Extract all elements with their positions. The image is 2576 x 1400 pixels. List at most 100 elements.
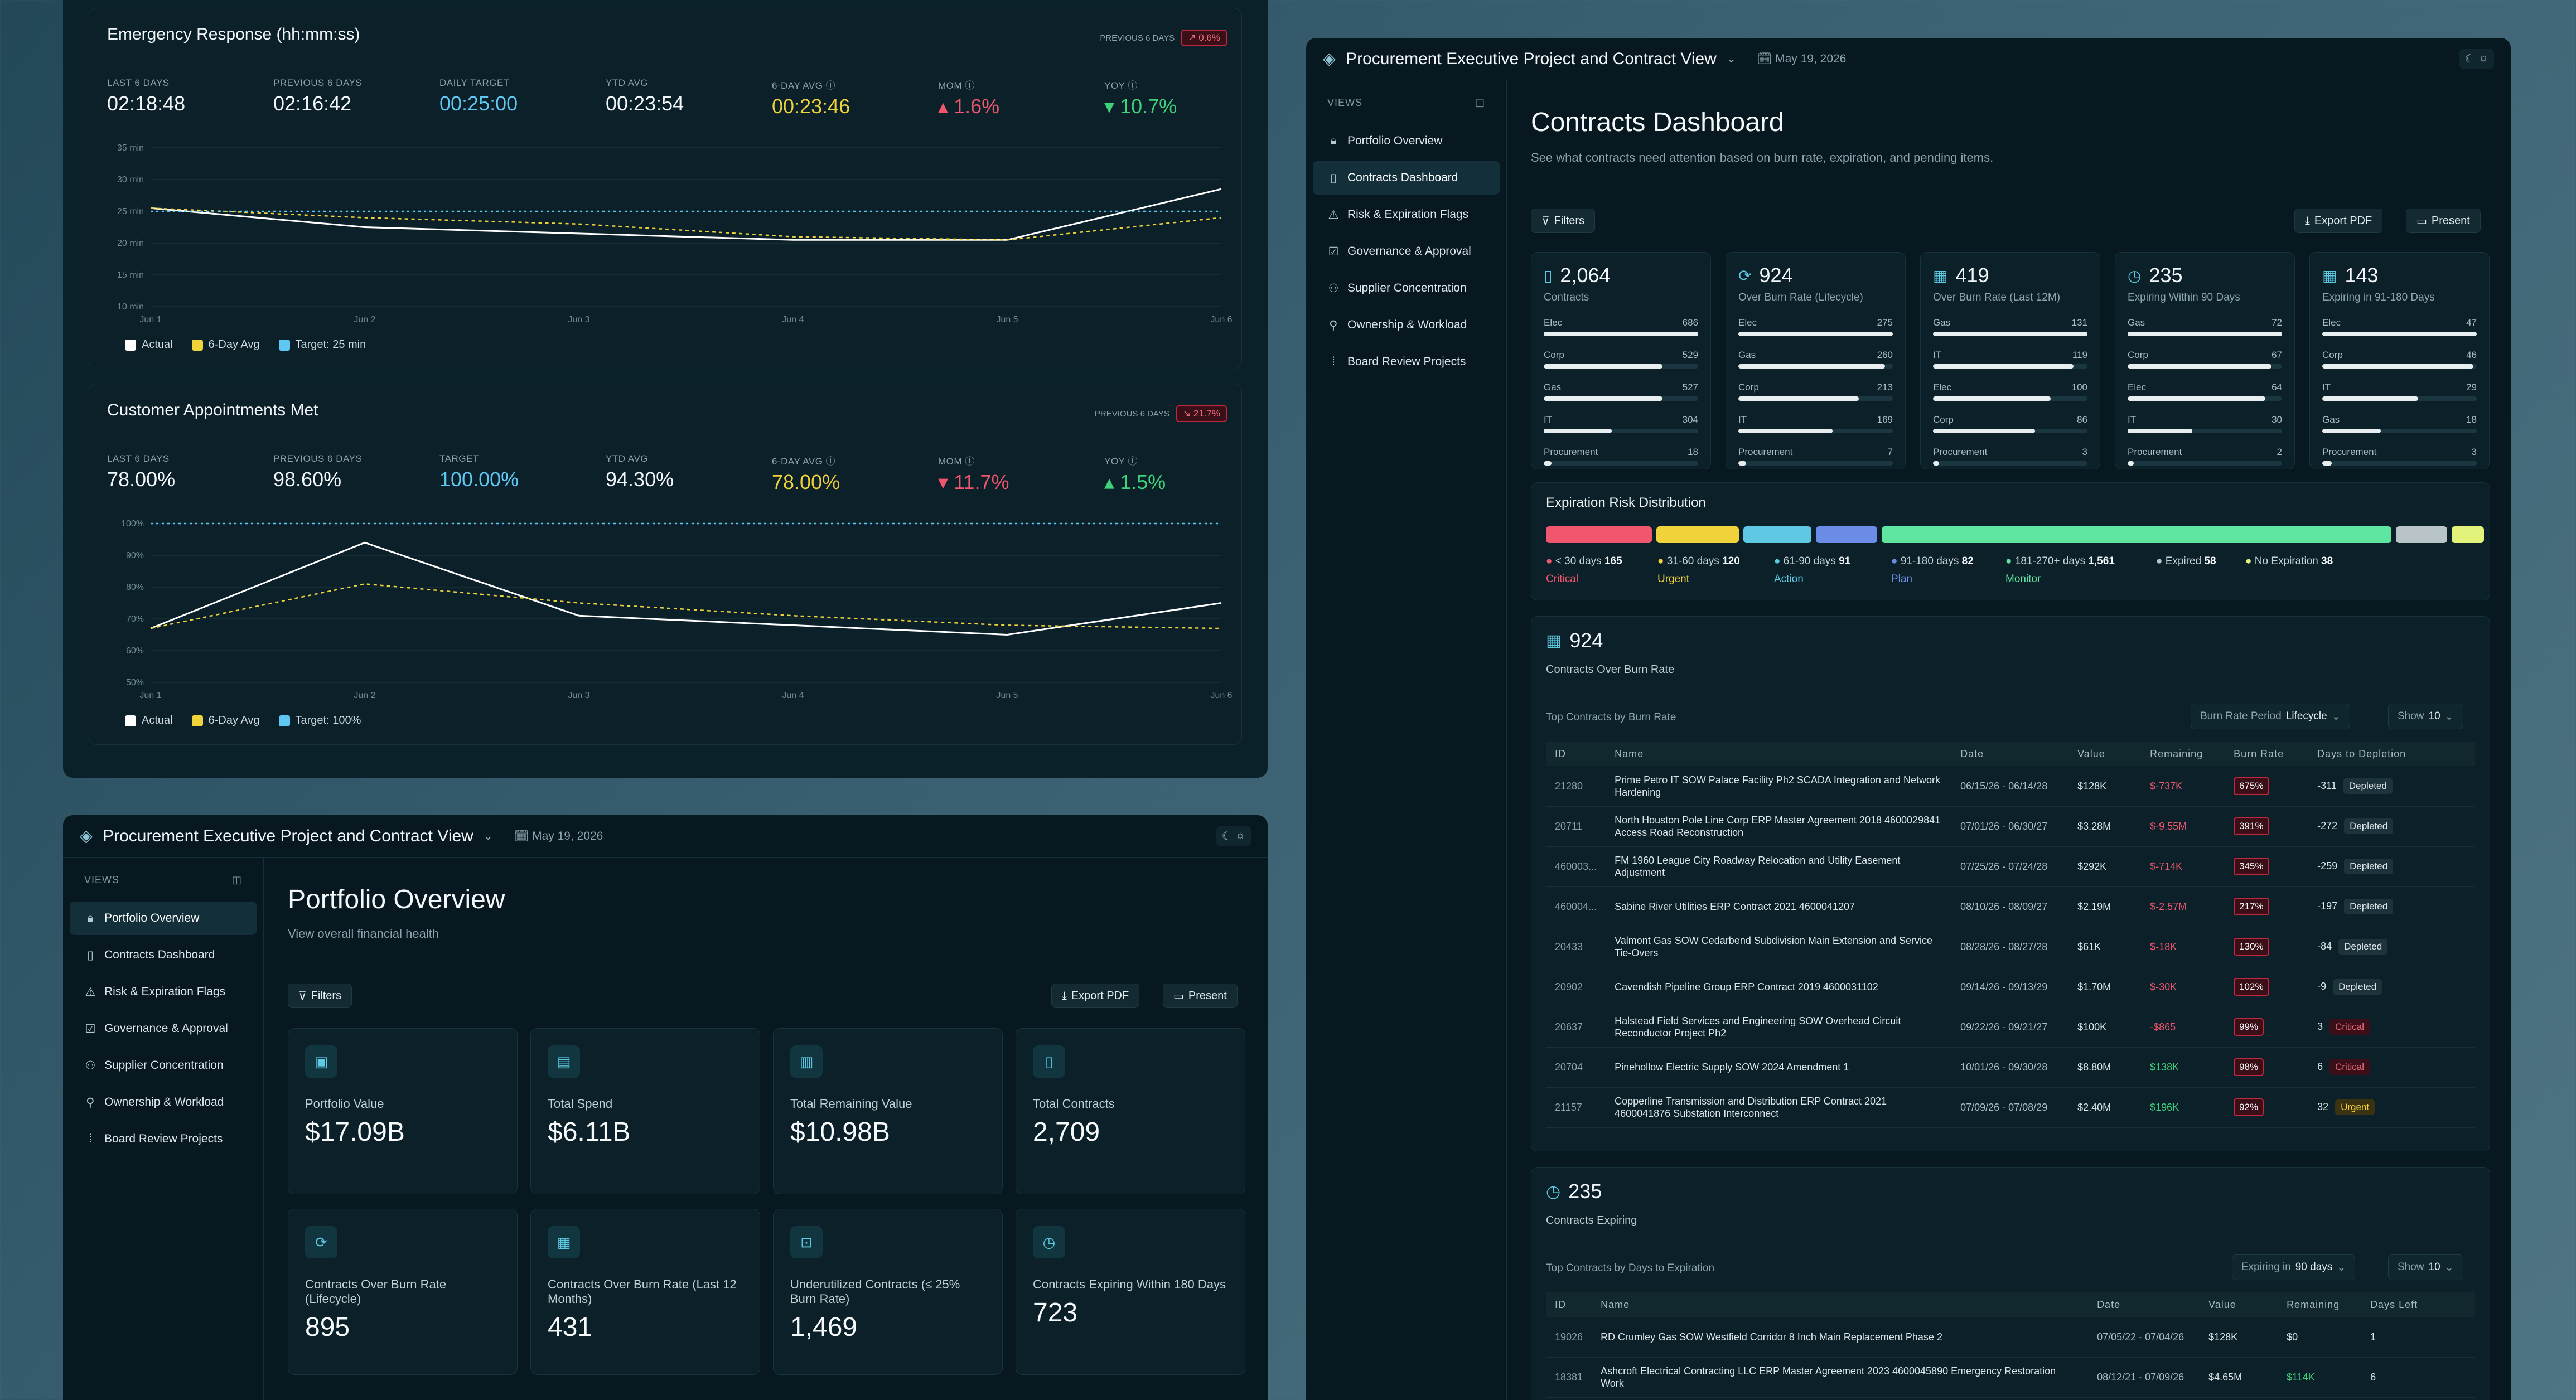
sun-icon[interactable]: ☼ [2478, 52, 2488, 64]
sidebar-item-ownership-workload[interactable]: ⚲ Ownership & Workload [70, 1086, 257, 1119]
sidebar-item-supplier-concentration[interactable]: ⚇ Supplier Concentration [1328, 282, 1467, 295]
risk-segment[interactable] [2452, 526, 2484, 543]
section-subtitle: Contracts Expiring [1546, 1214, 1637, 1227]
theme-toggle[interactable]: ☾ ☼ [2459, 49, 2494, 69]
column-header[interactable]: Burn Rate [2225, 742, 2309, 766]
export-pdf-button[interactable]: ⤓ Export PDF [1051, 984, 1140, 1008]
column-header[interactable]: Date [2088, 1292, 2200, 1317]
lock-icon: 🔒︎ [1330, 134, 1337, 147]
calendar-icon: ▦ [2322, 267, 2337, 284]
column-header[interactable]: Name [1592, 1292, 2089, 1317]
stat-card: ▯ 2,064 Contracts Elec 686 Corp 529 Gas 527 IT 304… [1531, 252, 1711, 469]
theme-toggle[interactable]: ☾ ☼ [1216, 826, 1251, 846]
risk-segment[interactable] [1656, 526, 1739, 543]
sidebar-toggle-icon[interactable]: ◫ [231, 874, 242, 885]
sun-icon[interactable]: ☼ [1235, 829, 1245, 841]
table-row[interactable]: 21157 Copperline Transmission and Distrib… [1546, 1087, 2475, 1128]
column-header[interactable]: ID [1546, 1292, 1592, 1317]
series-line[interactable] [150, 541, 1222, 636]
table-title: Top Contracts by Burn Rate [1546, 711, 1676, 723]
column-header[interactable]: Name [1606, 742, 1952, 766]
sidebar-item-governance-approval[interactable]: ☑ Governance & Approval [85, 1022, 228, 1035]
column-header[interactable]: Date [1951, 742, 2069, 766]
chevron-down-icon[interactable]: ⌄ [1726, 53, 1736, 65]
stat-bar: Corp 67 [2128, 350, 2282, 369]
moon-icon[interactable]: ☾ [2464, 53, 2475, 65]
chevron-down-icon: ⌄ [2444, 710, 2454, 723]
table-row[interactable]: 19026 RD Crumley Gas SOW Westfield Corrid… [1546, 1317, 2475, 1358]
x-tick-label: Jun 2 [354, 315, 375, 324]
users-icon: ⚇ [1328, 282, 1339, 295]
table-row[interactable]: 20704 Pinehollow Electric Supply SOW 2024… [1546, 1047, 2475, 1088]
sidebar-item-board-review-projects[interactable]: ⁞ Board Review Projects [1313, 345, 1500, 379]
risk-legend-item: ● 181-270+ days 1,561 Monitor [2005, 555, 2115, 585]
show-count-select[interactable]: Show 10 ⌄ [2388, 704, 2463, 729]
x-tick-label: Jun 6 [1210, 691, 1232, 700]
chevron-down-icon[interactable]: ⌄ [483, 830, 493, 842]
series-line[interactable] [150, 207, 1222, 241]
stat-card: ▦ 143 Expiring in 91-180 Days Elec 47 Corp 46 I… [2309, 252, 2490, 469]
stat-bar: Elec 686 [1544, 317, 1698, 336]
column-header[interactable]: Remaining [2141, 742, 2225, 766]
wallet-icon: ▥ [790, 1045, 823, 1078]
stat-label: Over Burn Rate (Lifecycle) [1738, 292, 1863, 303]
kpi-6-day-avg: 6-DAY AVG ⓘ 00:23:46 [772, 80, 850, 118]
sidebar-item-portfolio-overview[interactable]: 🔒︎ Portfolio Overview [1313, 124, 1500, 158]
table-row[interactable]: 460004... Sabine River Utilities ERP Cont… [1546, 886, 2475, 927]
status-badge: Urgent [2335, 1099, 2375, 1115]
sidebar-item-board-review-projects[interactable]: ⁞ Board Review Projects [70, 1122, 257, 1156]
moon-icon[interactable]: ☾ [1221, 830, 1232, 842]
table-row[interactable]: 460003... FM 1960 League City Roadway Rel… [1546, 846, 2475, 887]
burn-rate-period-select[interactable]: Burn Rate Period Lifecycle ⌄ [2191, 704, 2350, 729]
sidebar-toggle-icon[interactable]: ◫ [1475, 97, 1485, 108]
stat-bar: Elec 100 [1933, 382, 2087, 401]
sidebar-item-contracts-dashboard[interactable]: ▯ Contracts Dashboard [1313, 161, 1500, 195]
app-title[interactable]: Procurement Executive Project and Contra… [1346, 49, 1717, 68]
column-header[interactable]: ID [1546, 742, 1606, 766]
app-title[interactable]: Procurement Executive Project and Contra… [103, 826, 473, 845]
sidebar-item-contracts-dashboard[interactable]: ▯ Contracts Dashboard [70, 938, 257, 972]
status-badge: Depleted [2343, 778, 2393, 794]
show-count-select[interactable]: Show 10 ⌄ [2388, 1254, 2463, 1280]
table-row[interactable]: 18381 Ashcroft Electrical Contracting LLC… [1546, 1357, 2475, 1398]
sidebar-item-ownership-workload[interactable]: ⚲ Ownership & Workload [1313, 308, 1500, 342]
column-header[interactable]: Days to Depletion [2308, 742, 2475, 766]
sidebar-item-supplier-concentration[interactable]: ⚇ Supplier Concentration [85, 1059, 224, 1072]
over-burn-lifecycle-card: ⟳ Contracts Over Burn Rate (Lifecycle) 895 [288, 1209, 518, 1375]
table-row[interactable]: 21280 Prime Petro IT SOW Palace Facility … [1546, 766, 2475, 807]
stat-bar: Corp 213 [1738, 382, 1893, 401]
present-button[interactable]: ▭ Present [2406, 209, 2481, 233]
kpi-previous-6-days: PREVIOUS 6 DAYS 02:16:42 [273, 77, 363, 115]
export-pdf-button[interactable]: ⤓ Export PDF [2294, 209, 2383, 233]
table-row[interactable]: 20711 North Houston Pole Line Corp ERP Ma… [1546, 806, 2475, 847]
stat-card: ◷ 235 Expiring Within 90 Days Gas 72 Corp 67 El… [2115, 252, 2295, 469]
stat-card: ▦ 419 Over Burn Rate (Last 12M) Gas 131 IT 119… [1920, 252, 2100, 469]
series-line[interactable] [150, 583, 1222, 629]
filter-icon: ⊽ [1541, 215, 1550, 227]
filters-button[interactable]: ⊽ Filters [1531, 209, 1596, 233]
stat-bar: Elec 275 [1738, 317, 1893, 336]
sidebar-item-risk-expiration-flags[interactable]: ⚠︎ Risk & Expiration Flags [85, 985, 226, 999]
table-row[interactable]: 20637 Halstead Field Services and Enginee… [1546, 1007, 2475, 1048]
expiring-in-select[interactable]: Expiring in 90 days ⌄ [2232, 1254, 2356, 1280]
customer-appointments-chart: 100% 90% 80% 70% 60% 50% Jun 1 Jun 2 Jun 3 Jun 4 J… [121, 519, 1233, 700]
risk-segment[interactable] [1882, 526, 2391, 543]
filters-button[interactable]: ⊽ Filters [288, 984, 352, 1008]
column-header[interactable]: Remaining [2278, 1292, 2362, 1317]
sidebar-item-portfolio-overview[interactable]: 🔒︎ Portfolio Overview [70, 902, 257, 935]
sidebar-item-risk-expiration-flags[interactable]: ⚠︎ Risk & Expiration Flags [1328, 208, 1469, 221]
status-badge: Depleted [2333, 979, 2382, 995]
risk-segment[interactable] [1546, 526, 1652, 543]
sidebar-item-governance-approval[interactable]: ☑ Governance & Approval [1328, 245, 1471, 258]
y-tick-label: 100% [121, 519, 144, 529]
risk-segment[interactable] [1743, 526, 1811, 543]
table-row[interactable]: 20902 Cavendish Pipeline Group ERP Contra… [1546, 967, 2475, 1007]
column-header[interactable]: Value [2068, 742, 2142, 766]
table-row[interactable]: 20433 Valmont Gas SOW Cedarbend Subdivisi… [1546, 927, 2475, 967]
column-header[interactable]: Value [2200, 1292, 2278, 1317]
present-button[interactable]: ▭ Present [1163, 984, 1238, 1008]
column-header[interactable]: Days Left [2361, 1292, 2475, 1317]
risk-segment[interactable] [2396, 526, 2447, 543]
series-line[interactable] [150, 188, 1222, 241]
risk-segment[interactable] [1816, 526, 1877, 543]
